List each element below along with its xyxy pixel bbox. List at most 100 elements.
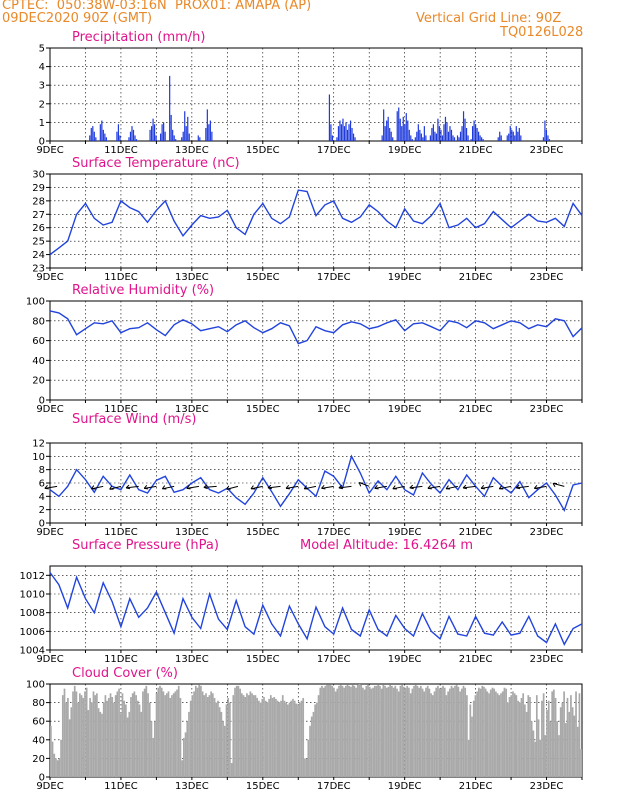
cloud-bar: [420, 685, 422, 777]
wind-arrow: [499, 485, 512, 490]
wind-arrow: [250, 485, 263, 490]
x-tick-label: 19DEC: [388, 527, 422, 538]
x-tick-label: 9DEC: [36, 527, 63, 538]
cloud-bar: [92, 691, 95, 777]
precip-bar: [389, 127, 391, 141]
cloud-bar: [408, 687, 410, 777]
wind-arrowhead: [498, 485, 503, 490]
cloud-bar: [232, 695, 235, 777]
cloud-bar: [211, 693, 214, 777]
precip-bar: [545, 129, 548, 141]
cloud-bar: [544, 735, 547, 777]
cloud-bar: [445, 695, 448, 777]
wind-arrow: [285, 485, 299, 489]
cloud-bar: [348, 685, 351, 777]
precip-bar: [482, 139, 484, 141]
cloud-bar: [176, 689, 178, 777]
precip-bar: [435, 133, 438, 141]
precip-bar: [185, 126, 187, 141]
cloud-bar: [541, 700, 543, 777]
precip-bar: [450, 129, 453, 141]
y-tick-label: 29: [32, 183, 45, 194]
x-tick-label: 23DEC: [530, 654, 564, 665]
cloud-bar: [508, 697, 511, 777]
cloud-bar: [457, 686, 460, 777]
cloud-bar: [227, 697, 230, 777]
cloud-bar: [275, 698, 277, 777]
precip-bar: [188, 133, 190, 141]
wind-arrow: [304, 485, 317, 490]
precip-bar: [199, 137, 201, 141]
panel-frame: [49, 173, 583, 269]
cloud-bar: [162, 691, 165, 777]
cloud-bar: [126, 717, 129, 777]
x-tick-label: 13DEC: [175, 145, 209, 156]
cloud-bar: [350, 686, 352, 777]
cloud-bar: [200, 685, 202, 777]
cloud-bar: [102, 702, 105, 777]
wind-arrow: [516, 485, 529, 489]
x-tick-label: 9DEC: [36, 404, 63, 415]
precip-bar: [205, 127, 207, 141]
wind-arrow: [534, 485, 547, 489]
cloud-bar: [479, 688, 482, 777]
panel-title: Surface Wind (m/s): [72, 412, 196, 427]
cloud-bar: [382, 684, 385, 777]
precip-bar: [399, 118, 401, 141]
wind-arrow: [267, 485, 281, 489]
precip-bar: [105, 137, 107, 141]
x-tick-label: 17DEC: [317, 781, 351, 792]
precip-bar: [518, 127, 520, 141]
cloud-bar: [215, 702, 218, 777]
cloud-bar: [467, 739, 470, 777]
precip-bar: [449, 126, 451, 141]
cloud-bar: [505, 688, 507, 777]
cloud-bar: [510, 695, 513, 777]
cloud-bar: [314, 704, 316, 777]
y-tick-label: 1012: [20, 571, 45, 582]
wind-arrow: [186, 485, 200, 489]
precip-bar: [155, 135, 157, 141]
cloud-bar: [73, 685, 76, 777]
precip-bar: [432, 124, 435, 141]
precip-bar: [384, 126, 386, 141]
precip-bar: [396, 111, 398, 141]
precip-bar: [339, 120, 341, 141]
precip-bar: [119, 135, 121, 141]
cloud-bar: [154, 721, 156, 777]
y-tick-label: 12: [32, 439, 45, 450]
header-grid-note: Vertical Grid Line: 90Z: [416, 11, 562, 26]
y-tick-label: 2: [39, 99, 45, 110]
cloud-bar: [77, 702, 79, 777]
y-tick-label: 20: [32, 754, 45, 765]
cloud-bar: [125, 704, 127, 777]
cloud-bar: [559, 707, 562, 777]
cloud-bar: [406, 685, 409, 777]
cloud-bar: [271, 697, 274, 777]
precip-bar: [416, 131, 418, 141]
wind-arrowhead: [125, 484, 130, 489]
y-tick-label: 0: [39, 519, 45, 530]
cloud-bar: [242, 695, 245, 777]
wind-arrowhead: [338, 487, 343, 490]
cloud-bar: [384, 685, 386, 777]
precip-bar: [343, 126, 346, 141]
x-tick-label: 15DEC: [246, 272, 280, 283]
panel-frame: [49, 565, 583, 651]
cloud-bar: [80, 695, 83, 777]
y-tick-label: 6: [39, 479, 45, 490]
cloud-bar: [84, 691, 86, 777]
cloud-bar: [68, 719, 71, 777]
cloud-bar: [476, 691, 478, 777]
precip-bar: [434, 131, 436, 141]
panel-title: Precipitation (mm/h): [72, 30, 205, 45]
x-tick-label: 13DEC: [175, 527, 209, 538]
precip-bar: [444, 116, 447, 141]
precip-bar: [132, 129, 135, 141]
cloud-bar: [208, 695, 211, 777]
x-tick-label: 11DEC: [104, 781, 138, 792]
precip-bar: [447, 131, 450, 141]
precip-bar: [330, 124, 332, 141]
y-tick-label: 27: [32, 210, 45, 221]
precip-bar: [116, 131, 118, 141]
